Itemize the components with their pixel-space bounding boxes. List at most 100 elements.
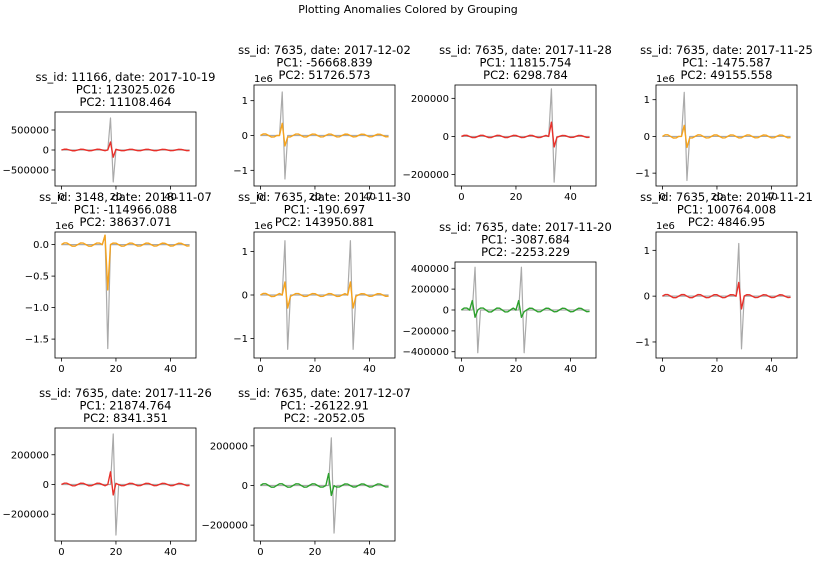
subplot-title-line: PC2: 8341.351 <box>83 411 168 425</box>
y-tick-label: 500000 <box>11 126 49 137</box>
y-tick-label: 0 <box>644 132 650 143</box>
grouped-series-line <box>260 281 389 309</box>
x-tick-label: 0 <box>458 364 464 375</box>
grouped-series-line <box>662 281 791 310</box>
subplot-title-line: PC2: -2052.05 <box>284 411 366 425</box>
x-tick-label: 40 <box>164 364 177 375</box>
x-tick-label: 40 <box>765 192 778 203</box>
y-tick-label: 1 <box>644 246 650 257</box>
y-tick-label: 0.0 <box>33 240 49 251</box>
y-tick-label: −500000 <box>2 166 49 177</box>
subplot-title-line: PC2: 143950.881 <box>275 215 374 229</box>
x-tick-label: 0 <box>58 547 64 558</box>
x-tick-label: 40 <box>164 192 177 203</box>
grouped-series-line <box>61 141 190 158</box>
y-tick-label: −400000 <box>402 347 449 358</box>
subplot-title-line: PC1: -114966.088 <box>74 203 177 217</box>
x-tick-label: 40 <box>564 192 577 203</box>
x-tick-label: 0 <box>58 364 64 375</box>
y-tick-label: 0 <box>242 131 248 142</box>
y-tick-label: −200000 <box>402 326 449 337</box>
subplot-title-line: ss_id: 7635, date: 2017-12-02 <box>238 43 411 57</box>
subplot-title-line: PC1: -190.697 <box>284 203 366 217</box>
y-tick-label: 200000 <box>11 450 49 461</box>
y-tick-label: 200000 <box>210 441 248 452</box>
grouped-series-line <box>260 122 389 147</box>
grouped-series-line <box>662 124 791 149</box>
y-tick-label: 0 <box>242 291 248 302</box>
raw-series-line <box>61 234 190 350</box>
grouped-series-line <box>461 121 590 148</box>
subplot-title-line: PC1: 21874.764 <box>80 399 172 413</box>
y-tick-label: 0 <box>242 481 248 492</box>
y-offset-text: 1e6 <box>656 74 675 85</box>
subplot-title-line: PC1: -1475.587 <box>682 56 771 70</box>
y-offset-text: 1e6 <box>254 221 273 232</box>
x-tick-label: 20 <box>110 547 123 558</box>
y-tick-label: 1 <box>644 95 650 106</box>
subplot-title-line: ss_id: 7635, date: 2017-11-28 <box>439 43 612 57</box>
y-tick-label: −1 <box>635 337 650 348</box>
axes-frame <box>54 231 197 359</box>
subplot-title-line: PC1: 11815.754 <box>480 56 572 70</box>
x-tick-label: 20 <box>510 192 523 203</box>
x-tick-label: 40 <box>363 364 376 375</box>
grouped-series-line <box>61 471 190 496</box>
y-tick-label: −1.0 <box>25 303 49 314</box>
x-tick-label: 0 <box>257 547 263 558</box>
axes-frame <box>655 231 798 359</box>
subplot-title-line: ss_id: 3148, date: 2018-11-07 <box>39 190 212 204</box>
grouped-series-line <box>61 234 190 291</box>
x-tick-label: 20 <box>110 364 123 375</box>
x-tick-label: 0 <box>659 192 665 203</box>
y-tick-label: 200000 <box>411 285 449 296</box>
subplot-title-line: ss_id: 7635, date: 2017-12-07 <box>238 386 411 400</box>
subplot-title-line: PC2: 6298.784 <box>483 68 568 82</box>
y-tick-label: 0 <box>443 306 449 317</box>
y-offset-text: 1e6 <box>254 74 273 85</box>
x-tick-label: 20 <box>309 192 322 203</box>
y-tick-label: −0.5 <box>25 272 49 283</box>
subplot-title-line: ss_id: 11166, date: 2017-10-19 <box>36 70 216 84</box>
x-tick-label: 0 <box>58 192 64 203</box>
subplot-title-line: ss_id: 7635, date: 2017-11-26 <box>39 386 212 400</box>
subplot-title-line: PC2: 38637.071 <box>80 215 172 229</box>
y-tick-label: −200000 <box>402 170 449 181</box>
subplot-title-line: PC1: -26122.91 <box>280 399 369 413</box>
axes-frame <box>253 427 396 542</box>
figure-title: Plotting Anomalies Colored by Grouping <box>298 3 518 16</box>
subplot-title-line: PC1: 123025.026 <box>76 83 175 97</box>
subplot-title-line: PC1: -56668.839 <box>276 56 372 70</box>
x-tick-label: 0 <box>257 364 263 375</box>
x-tick-label: 0 <box>257 192 263 203</box>
y-tick-label: 400000 <box>411 264 449 275</box>
y-tick-label: 200000 <box>411 94 449 105</box>
y-tick-label: 0 <box>644 292 650 303</box>
subplot-title-line: PC1: -3087.684 <box>481 233 570 247</box>
y-tick-label: 0 <box>443 132 449 143</box>
x-tick-label: 20 <box>110 192 123 203</box>
subplot-title-line: PC2: 49155.558 <box>681 68 773 82</box>
y-tick-label: 1 <box>242 247 248 258</box>
y-tick-label: −1 <box>635 169 650 180</box>
subplot-title-line: PC1: 100764.008 <box>677 203 776 217</box>
subplot-title-line: ss_id: 7635, date: 2017-11-25 <box>640 43 813 57</box>
y-tick-label: −1 <box>233 166 248 177</box>
axes-frame <box>655 84 798 187</box>
x-tick-label: 20 <box>711 192 724 203</box>
subplot-title-line: PC2: 51726.573 <box>279 68 371 82</box>
y-tick-label: −200000 <box>201 521 248 532</box>
x-tick-label: 40 <box>164 547 177 558</box>
axes-frame <box>54 111 197 187</box>
subplot-title-line: PC2: 4846.95 <box>688 215 765 229</box>
subplot-title-line: ss_id: 7635, date: 2017-11-21 <box>640 190 813 204</box>
y-tick-label: −1 <box>233 334 248 345</box>
grouped-series-line <box>460 299 590 318</box>
